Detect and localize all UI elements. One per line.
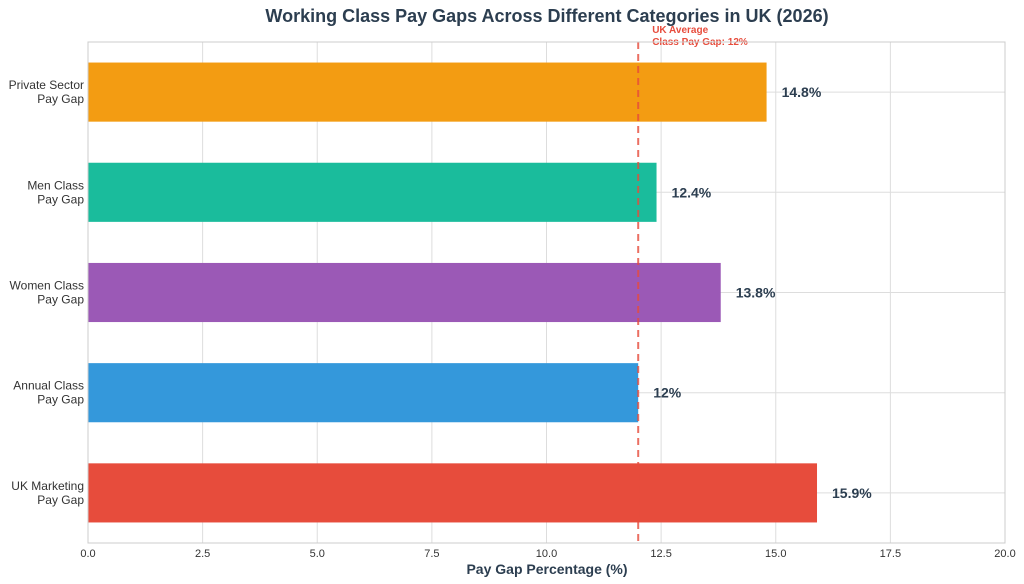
x-tick-label: 0.0 bbox=[80, 548, 95, 560]
data-label: 12% bbox=[653, 385, 682, 401]
x-tick-label: 17.5 bbox=[880, 548, 901, 560]
bar bbox=[88, 262, 721, 323]
x-tick-label: 7.5 bbox=[424, 548, 439, 560]
plot-frame bbox=[87, 41, 1006, 544]
x-tick-label: 5.0 bbox=[310, 548, 325, 560]
bar bbox=[88, 62, 767, 122]
x-tick-label: 2.5 bbox=[195, 548, 210, 560]
x-tick-label: 12.5 bbox=[650, 548, 671, 560]
y-tick-label: UK Marketing Pay Gap bbox=[11, 479, 84, 507]
bars bbox=[88, 62, 818, 523]
y-tick-label: Women Class Pay Gap bbox=[10, 279, 85, 307]
bar bbox=[88, 363, 639, 423]
data-label: 13.8% bbox=[736, 285, 776, 301]
reference-line-label: UK Average Class Pay Gap: 12% bbox=[652, 25, 748, 48]
data-label: 14.8% bbox=[782, 84, 822, 100]
y-tick-label: Annual Class Pay Gap bbox=[13, 379, 84, 407]
y-tick-label: Private Sector Pay Gap bbox=[9, 78, 85, 106]
x-tick-label: 20.0 bbox=[994, 548, 1015, 560]
x-tick-label: 15.0 bbox=[765, 548, 786, 560]
x-axis-label: Pay Gap Percentage (%) bbox=[466, 561, 627, 577]
data-label: 12.4% bbox=[672, 184, 712, 200]
x-tick-label: 10.0 bbox=[536, 548, 557, 560]
data-label: 15.9% bbox=[832, 485, 872, 501]
chart-title: Working Class Pay Gaps Across Different … bbox=[265, 6, 828, 26]
labels: 0.0 2.5 5.0 7.5 10.0 12.5 15.0 17.5 20.0 Private … bbox=[9, 78, 1016, 560]
bar bbox=[88, 463, 818, 523]
y-tick-label: Men Class Pay Gap bbox=[27, 178, 84, 206]
bar bbox=[88, 162, 657, 222]
